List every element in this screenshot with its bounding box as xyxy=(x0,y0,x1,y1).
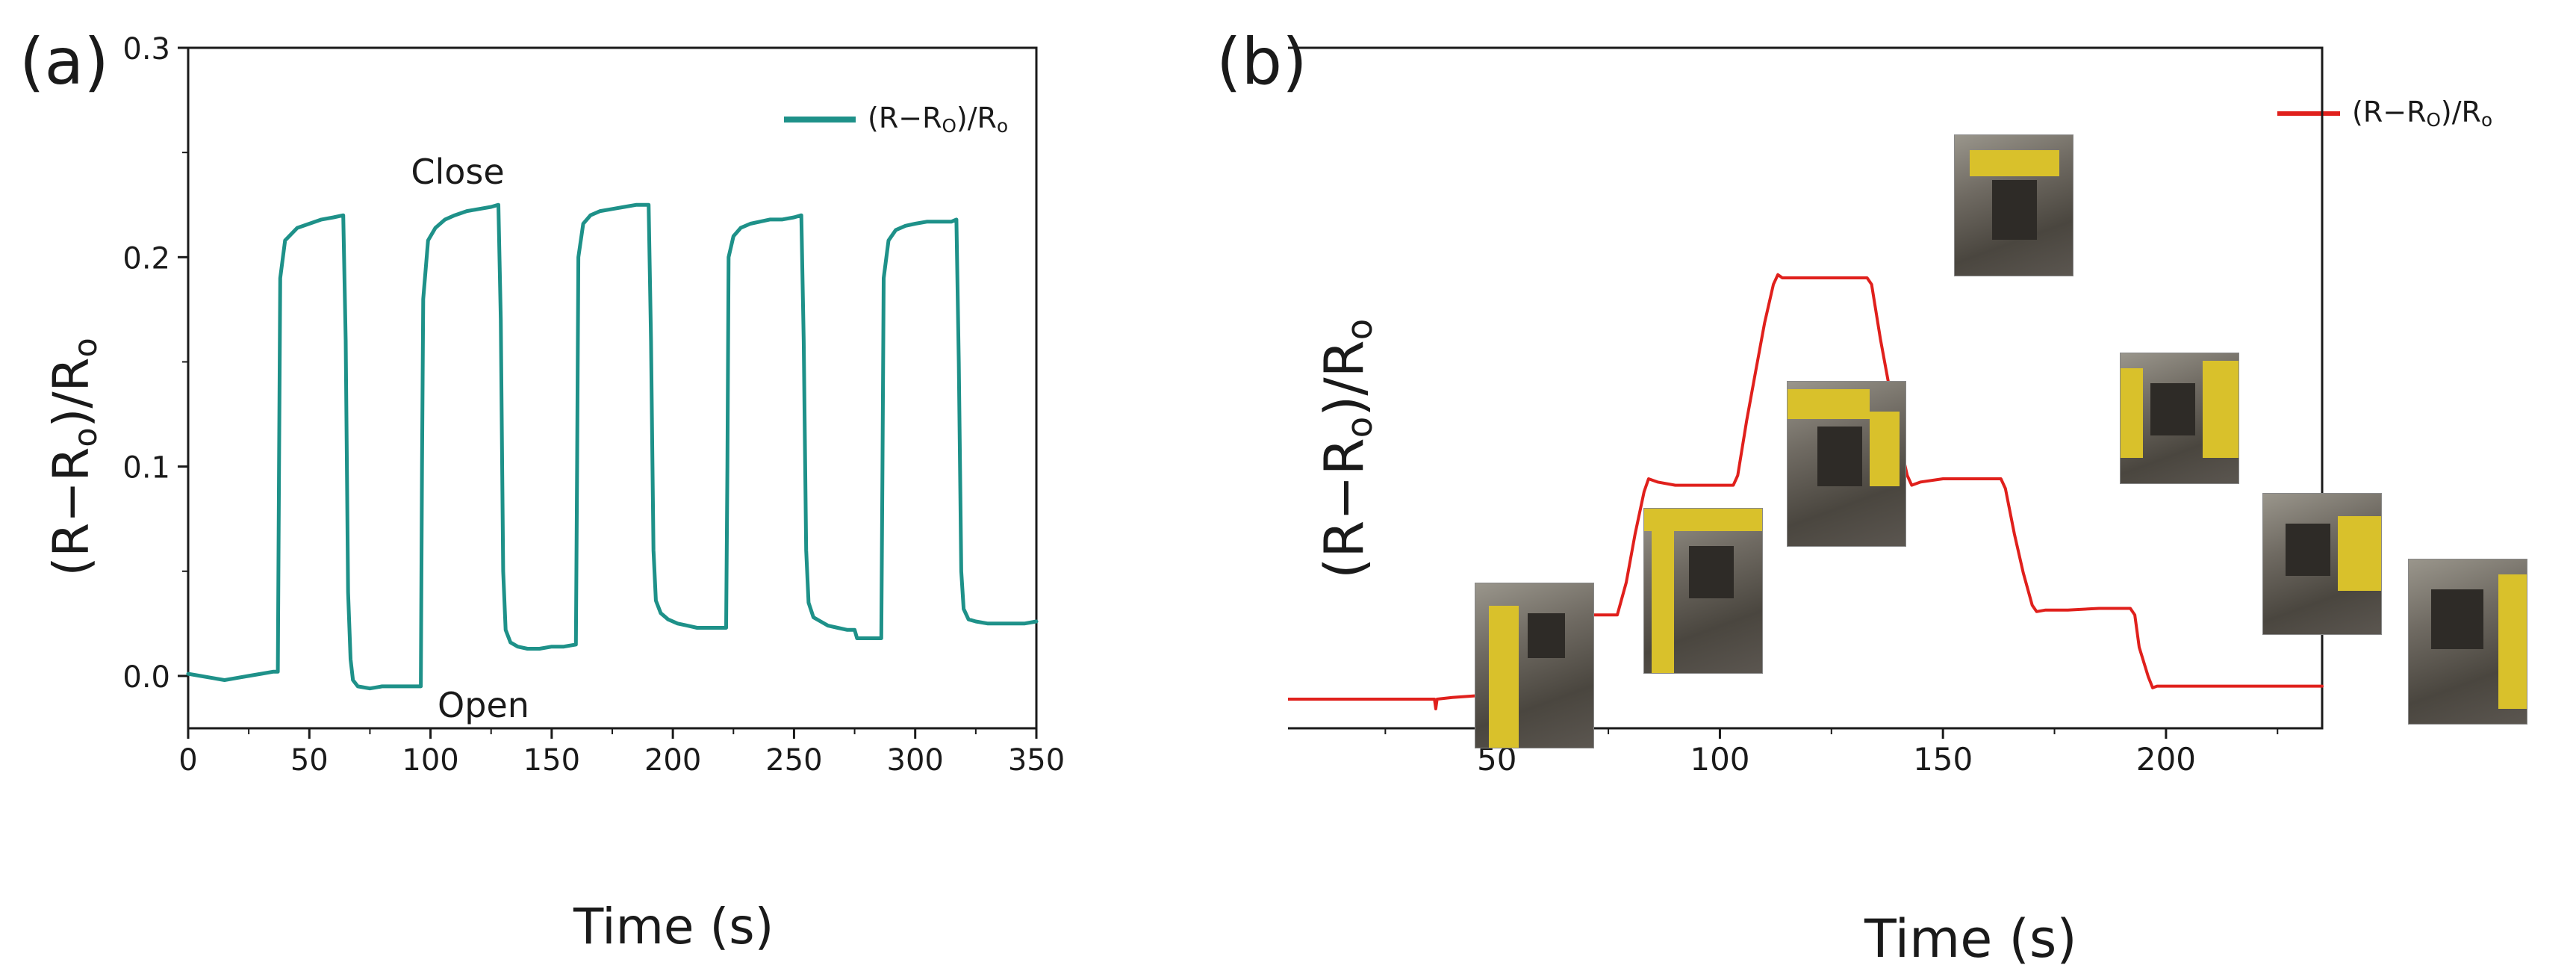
panel-b-x-tick-label: 150 xyxy=(1913,741,1973,778)
panel-b: (b) (R−Ro)/Ro Time (s) (R−RO)/Ro 0501001… xyxy=(1216,0,2576,980)
glove-photo-4 xyxy=(1954,134,2073,276)
panel-a-series-line-0 xyxy=(186,202,1039,691)
panel-a-x-tick-label: 100 xyxy=(402,743,458,778)
panel-b-legend: (R−RO)/Ro xyxy=(2277,96,2492,131)
panel-a-y-tick-label: 0.2 xyxy=(122,241,170,276)
panel-a-y-tick-label: 0.0 xyxy=(122,660,170,695)
panel-a-x-axis-label: Time (s) xyxy=(573,898,774,955)
panel-b-legend-label: (R−RO)/Ro xyxy=(2352,96,2493,131)
panel-b-x-tick-label: 100 xyxy=(1690,741,1749,778)
panel-a-plot-frame xyxy=(187,46,1038,730)
panel-a-x-tick-label: 300 xyxy=(887,743,944,778)
annotation-open: Open xyxy=(438,685,529,726)
glove-photo-3 xyxy=(1787,381,1906,547)
panel-b-chart: 0501001502000.00.51.01.52.0 xyxy=(1288,46,2324,778)
panel-b-x-axis-label: Time (s) xyxy=(1864,908,2077,970)
panel-b-legend-swatch xyxy=(2277,111,2340,116)
panel-a-y-tick-label: 0.3 xyxy=(122,32,170,66)
panel-b-label: (b) xyxy=(1216,25,1307,99)
panel-a-label: (a) xyxy=(19,25,109,99)
glove-photo-1 xyxy=(1475,583,1594,748)
glove-photo-6 xyxy=(2262,493,2382,635)
panel-b-x-tick-label: 200 xyxy=(2136,741,2196,778)
panel-a-legend-swatch xyxy=(784,116,856,122)
panel-a-x-tick-label: 150 xyxy=(523,743,580,778)
glove-photo-2 xyxy=(1643,508,1763,674)
glove-photo-5 xyxy=(2120,353,2239,484)
panel-a-x-tick-label: 200 xyxy=(644,743,701,778)
glove-photo-7 xyxy=(2408,559,2527,725)
panel-a-y-tick-label: 0.1 xyxy=(122,451,170,486)
annotation-close: Close xyxy=(411,151,505,192)
panel-a-x-tick-label: 0 xyxy=(178,743,197,778)
panel-a-legend-label: (R−RO)/Ro xyxy=(868,102,1009,137)
panel-a-x-tick-label: 250 xyxy=(765,743,822,778)
panel-b-plot-frame xyxy=(1288,46,2324,730)
panel-a-legend: (R−RO)/Ro xyxy=(784,102,1008,137)
panel-a: (a) (R−Ro)/Ro Time (s) (R−RO)/Ro Close O… xyxy=(19,25,1065,955)
panel-a-x-tick-label: 350 xyxy=(1008,743,1065,778)
panel-a-x-tick-label: 50 xyxy=(290,743,329,778)
panel-a-chart: 0 50 100 150 200 250 300 350 0.0 0.1 0.2 0.3 xyxy=(122,32,1065,778)
